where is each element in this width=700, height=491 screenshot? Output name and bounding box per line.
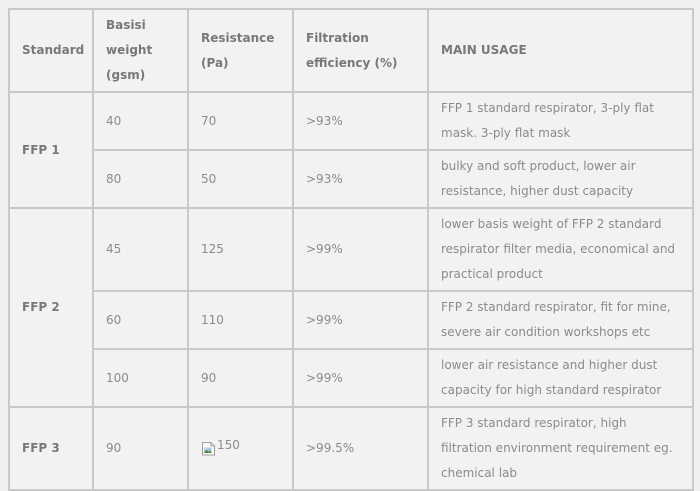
- weight-cell: 60: [92, 290, 189, 350]
- efficiency-cell: >99.5%: [292, 406, 429, 491]
- resistance-cell: 150: [187, 406, 294, 491]
- usage-cell: FFP 1 standard respirator, 3-ply flat ma…: [427, 91, 694, 151]
- weight-cell: 40: [92, 91, 189, 151]
- efficiency-cell: >99%: [292, 348, 429, 408]
- resistance-cell: 70: [187, 91, 294, 151]
- ffp-standards-table-container: Standard Basisi weight (gsm) Resistance …: [8, 8, 694, 491]
- column-header-basis-weight: Basisi weight (gsm): [92, 8, 189, 93]
- resistance-value: 150: [217, 438, 240, 453]
- efficiency-cell: >93%: [292, 91, 429, 151]
- column-header-resistance: Resistance (Pa): [187, 8, 294, 93]
- table-row-ffp2-2: 60 110 >99% FFP 2 standard respirator, f…: [9, 290, 694, 350]
- weight-cell: 45: [92, 207, 189, 292]
- usage-cell: FFP 2 standard respirator, fit for mine,…: [427, 290, 694, 350]
- efficiency-cell: >93%: [292, 149, 429, 209]
- resistance-cell: 110: [187, 290, 294, 350]
- standard-cell-ffp1: FFP 1: [8, 91, 94, 209]
- ffp-standards-table: Standard Basisi weight (gsm) Resistance …: [8, 8, 694, 491]
- standard-cell-ffp3: FFP 3: [8, 406, 94, 491]
- table-header-row: Standard Basisi weight (gsm) Resistance …: [8, 8, 694, 93]
- standard-cell-ffp2: FFP 2: [8, 207, 94, 408]
- efficiency-cell: >99%: [292, 207, 429, 292]
- efficiency-cell: >99%: [292, 290, 429, 350]
- table-row-ffp1-2: 80 50 >93% bulky and soft product, lower…: [9, 149, 694, 209]
- table-row-ffp3-1: FFP 3 90 150 >99.5%: [8, 406, 694, 491]
- resistance-cell: 50: [187, 149, 294, 209]
- table-row-ffp2-1: FFP 2 45 125 >99% lower basis weight of …: [8, 207, 694, 408]
- usage-cell: lower air resistance and higher dust cap…: [427, 348, 694, 408]
- weight-cell: 90: [92, 406, 189, 491]
- broken-image-icon: [201, 440, 216, 456]
- usage-cell: bulky and soft product, lower air resist…: [427, 149, 694, 209]
- column-header-filtration-efficiency: Filtration efficiency (%): [292, 8, 429, 93]
- column-header-standard: Standard: [8, 8, 94, 93]
- usage-cell: FFP 3 standard respirator, high filtrati…: [427, 406, 694, 491]
- table-row-ffp2-3: 100 90 >99% lower air resistance and hig…: [9, 348, 694, 408]
- usage-cell: lower basis weight of FFP 2 standard res…: [427, 207, 694, 292]
- weight-cell: 80: [92, 149, 189, 209]
- resistance-cell: 125: [187, 207, 294, 292]
- table-row-ffp1-1: FFP 1 40 70 >93% FFP 1 standard respirat…: [8, 91, 694, 209]
- column-header-main-usage: MAIN USAGE: [427, 8, 694, 93]
- weight-cell: 100: [92, 348, 189, 408]
- resistance-cell: 90: [187, 348, 294, 408]
